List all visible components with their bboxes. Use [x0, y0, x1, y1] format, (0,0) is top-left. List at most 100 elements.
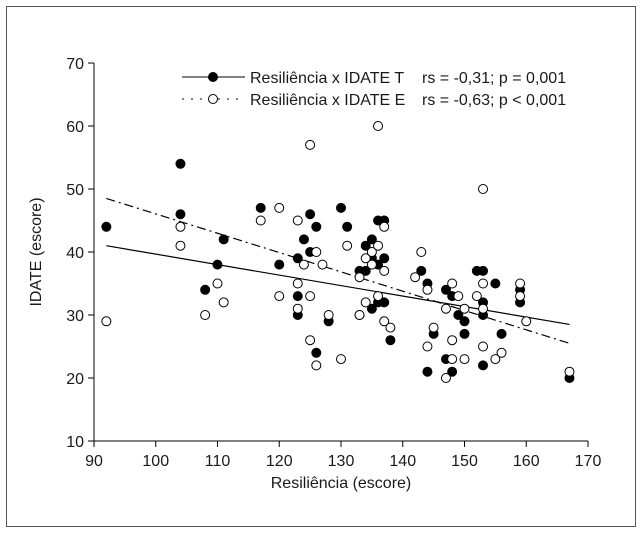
x-tick-label: 170 [575, 453, 602, 470]
point-idate-t [360, 240, 371, 251]
point-idate-e [478, 303, 489, 314]
point-idate-t [366, 303, 377, 314]
point-idate-e [478, 184, 489, 194]
point-idate-e [342, 240, 353, 251]
point-idate-e [305, 139, 316, 150]
legend-marker-idate-e [208, 94, 218, 104]
point-idate-e [447, 278, 458, 289]
point-idate-t [255, 202, 266, 213]
point-idate-e [354, 310, 365, 320]
y-tick-label: 50 [66, 182, 84, 199]
point-idate-e [428, 322, 439, 333]
point-idate-t [440, 284, 451, 295]
point-idate-t [453, 310, 464, 320]
ticks: 90 100 110 120 130 140 150 160 170 10 20 30 40 50 60 70 [66, 56, 601, 470]
point-idate-e [200, 310, 211, 320]
point-idate-e [373, 291, 384, 302]
point-idate-e [379, 221, 390, 232]
point-idate-e [360, 253, 371, 264]
point-idate-e [274, 291, 285, 302]
point-idate-e [274, 202, 285, 213]
point-idate-t [447, 366, 458, 377]
point-idate-e [440, 373, 451, 383]
point-idate-e [323, 310, 334, 320]
point-idate-e [490, 354, 501, 365]
x-tick-label: 140 [389, 453, 416, 470]
y-axis-label: IDATE (escore) [28, 197, 45, 306]
trend-line-idate-t [106, 245, 570, 326]
point-idate-e [410, 272, 421, 283]
legend-marker-idate-t [208, 72, 218, 82]
point-idate-e [305, 335, 316, 346]
point-idate-e [453, 291, 464, 302]
point-idate-t [385, 335, 396, 346]
point-idate-e [385, 322, 396, 333]
legend-stat-idate-t: rs = -0,31; p = 0,001 [422, 70, 566, 87]
point-idate-e [305, 291, 316, 302]
point-idate-e [311, 360, 322, 371]
point-idate-t [305, 209, 316, 220]
point-idate-e [218, 297, 229, 308]
chart-frame: 90 100 110 120 130 140 150 160 170 10 20 30 40 50 60 70… [6, 6, 636, 527]
point-idate-t [459, 316, 470, 327]
point-idate-e [317, 259, 328, 270]
point-idate-e [459, 354, 470, 365]
legend-label-idate-e: Resiliência x IDATE E [250, 92, 405, 109]
point-idate-e [478, 341, 489, 352]
point-idate-e [175, 221, 186, 232]
point-idate-e [255, 215, 266, 226]
point-idate-t [416, 265, 427, 276]
point-idate-e [521, 316, 532, 327]
point-idate-t [459, 328, 470, 339]
point-idate-t [200, 284, 211, 295]
point-idate-t [422, 366, 433, 377]
point-idate-t [311, 221, 322, 232]
point-idate-t [218, 234, 229, 245]
x-tick-label: 110 [205, 453, 231, 470]
legend: Resiliência x IDATE T rs = -0,31; p = 0,… [182, 70, 566, 109]
x-tick-label: 130 [328, 453, 355, 470]
point-idate-e [336, 354, 346, 365]
point-idate-e [515, 291, 526, 302]
point-idate-e [212, 278, 223, 289]
point-idate-e [515, 278, 526, 289]
point-idate-t [212, 259, 223, 270]
point-idate-e [471, 291, 482, 302]
point-idate-e [366, 247, 377, 257]
point-idate-e [298, 259, 309, 270]
point-idate-e [459, 303, 470, 314]
point-idate-e [373, 121, 384, 131]
x-axis-label: Resiliência (escore) [271, 475, 412, 492]
point-idate-e [422, 341, 433, 352]
x-tick-label: 150 [451, 453, 478, 470]
point-idate-t [274, 259, 285, 270]
point-idate-e [478, 278, 489, 289]
y-tick-label: 20 [66, 371, 84, 388]
point-idate-e [496, 347, 507, 358]
point-idate-t [366, 234, 377, 245]
trend-lines [106, 197, 570, 344]
point-idate-e [447, 354, 458, 365]
point-idate-t [292, 253, 303, 264]
point-idate-t [298, 234, 309, 245]
point-idate-t [496, 328, 507, 339]
y-tick-label: 60 [66, 119, 84, 136]
point-idate-t [379, 297, 390, 308]
x-tick-label: 160 [513, 453, 540, 470]
point-idate-t [478, 360, 489, 371]
scatter-chart: 90 100 110 120 130 140 150 160 170 10 20 30 40 50 60 70… [28, 56, 601, 492]
point-idate-t [342, 221, 353, 232]
x-tick-label: 120 [266, 453, 293, 470]
point-idate-e [373, 240, 384, 251]
point-idate-e [447, 335, 458, 346]
x-tick-label: 100 [142, 453, 169, 470]
point-idate-e [292, 215, 303, 226]
point-idate-t [175, 158, 186, 169]
point-idate-e [311, 247, 322, 257]
point-idate-t [336, 202, 346, 213]
axes [93, 63, 588, 442]
y-tick-label: 30 [66, 308, 84, 325]
y-tick-label: 70 [66, 56, 84, 73]
point-idate-e [379, 316, 390, 327]
point-idate-e [354, 272, 365, 283]
